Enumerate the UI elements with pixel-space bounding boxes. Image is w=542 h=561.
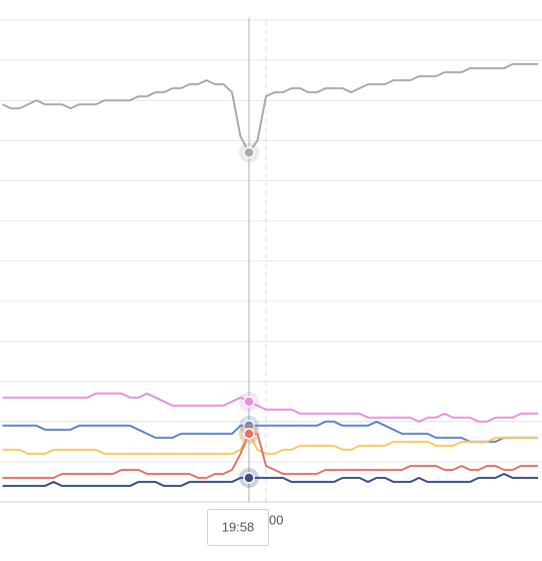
tooltip-label: 19:58 [222,519,255,534]
line [2,420,538,443]
line [2,392,538,423]
line [2,472,538,487]
line [2,432,538,479]
hover-marker [243,395,255,408]
hover-marker [243,472,255,484]
line [2,432,538,455]
hover-marker [243,146,255,159]
tooltip-box [207,509,269,546]
line [2,63,538,154]
hover-marker [243,427,255,440]
x-tick-label: 00 [269,512,283,527]
